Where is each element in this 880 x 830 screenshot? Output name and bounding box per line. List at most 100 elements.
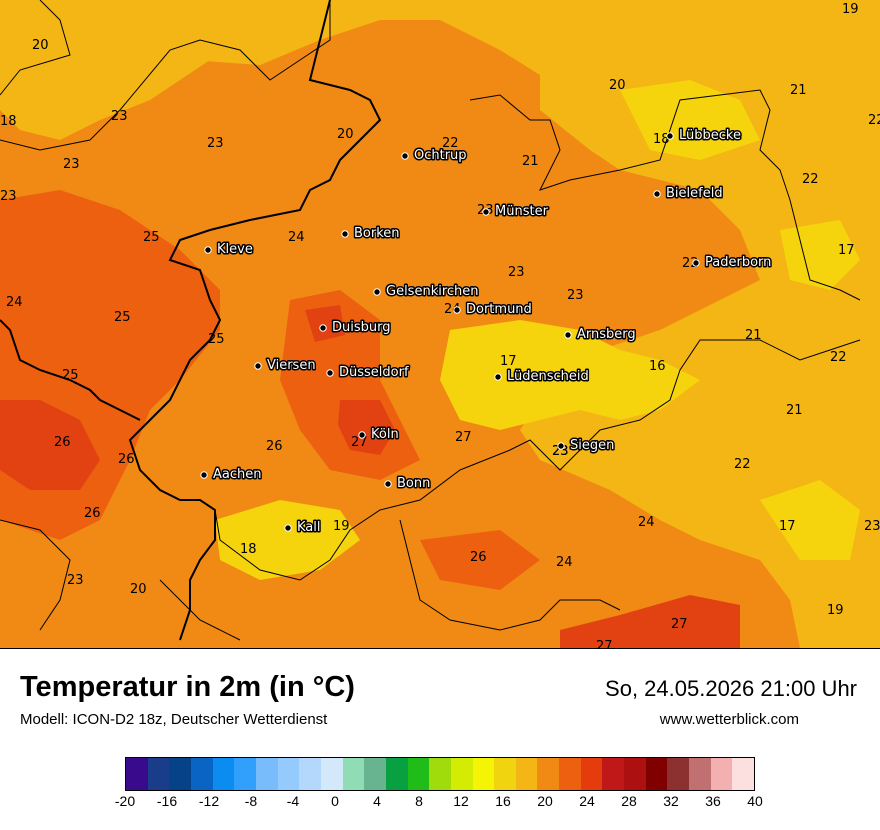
value-label: 22	[802, 172, 819, 187]
value-label: 18	[653, 132, 670, 147]
value-label: 22	[830, 350, 847, 365]
value-label: 25	[143, 230, 160, 245]
value-label: 19	[842, 2, 859, 17]
cities: Ochtrup Lübbecke Bielefeld Münster Borke…	[200, 127, 773, 537]
value-label: 24	[556, 555, 573, 570]
scale-swatch	[710, 758, 733, 790]
scale-tick-label: 12	[453, 793, 469, 809]
scale-swatch	[537, 758, 560, 790]
scale-swatch	[277, 758, 300, 790]
city-ochtrup: Ochtrup	[401, 147, 468, 165]
svg-text:Lüdenscheid: Lüdenscheid	[507, 369, 589, 384]
state-borders	[0, 0, 861, 641]
svg-text:Köln: Köln	[371, 427, 399, 442]
city-viersen: Viersen	[254, 357, 317, 375]
value-label: 23	[67, 573, 84, 588]
temp-area-16-ne	[620, 80, 760, 160]
value-label: 16	[649, 359, 666, 374]
value-label: 22	[868, 113, 880, 128]
temp-area-20-north	[0, 0, 270, 140]
city-duesseldorf: Düsseldorf	[326, 364, 410, 382]
forecast-datetime: So, 24.05.2026 21:00 Uhr	[605, 676, 857, 701]
svg-text:Düsseldorf: Düsseldorf	[339, 365, 409, 380]
city-siegen: Siegen	[557, 437, 616, 455]
color-scale-ticks: -20 -16 -12 -8 -4 0 4 8 12 16 20 24 28 32 36 40	[115, 793, 763, 813]
scale-swatch	[385, 758, 408, 790]
value-label: 24	[638, 515, 655, 530]
scale-tick-label: 4	[373, 793, 381, 809]
value-label: 24	[288, 230, 305, 245]
value-label: 27	[455, 430, 472, 445]
value-label: 23	[63, 157, 80, 172]
scale-tick-label: 40	[747, 793, 763, 809]
scale-swatch	[234, 758, 256, 790]
map-footer: Temperatur in 2m (in °C) Modell: ICON-D2…	[0, 649, 880, 830]
city-koeln: Köln	[358, 426, 400, 444]
country-border	[0, 0, 382, 641]
temp-area-16-center	[440, 320, 700, 430]
value-label: 25	[62, 368, 79, 383]
scale-swatch	[559, 758, 581, 790]
website-link[interactable]: www.wetterblick.com	[659, 711, 799, 728]
scale-swatch	[494, 758, 516, 790]
color-scale	[125, 757, 755, 791]
scale-swatch	[429, 758, 451, 790]
temperature-values: 19 20 20 21 22 18 23 20 23 22 18 23 21 2…	[0, 2, 880, 648]
value-label: 26	[118, 452, 135, 467]
temperature-map: 19 20 20 21 22 18 23 20 23 22 18 23 21 2…	[0, 0, 880, 649]
scale-swatch	[689, 758, 711, 790]
model-info: Modell: ICON-D2 18z, Deutscher Wetterdie…	[20, 711, 328, 728]
scale-swatch	[732, 758, 755, 790]
svg-text:Borken: Borken	[354, 226, 400, 241]
temp-area-16-sw	[215, 500, 360, 580]
city-duisburg: Duisburg	[319, 319, 392, 337]
value-label: 19	[333, 519, 350, 534]
value-label: 20	[130, 582, 147, 597]
city-muenster: Münster	[482, 203, 550, 221]
value-label: 26	[470, 550, 487, 565]
temp-area-22	[0, 20, 800, 648]
svg-text:Bielefeld: Bielefeld	[666, 186, 723, 201]
temp-area-26-koeln	[338, 400, 395, 455]
scale-tick-label: 36	[705, 793, 721, 809]
scale-tick-label: -8	[244, 793, 258, 809]
value-label: 20	[337, 127, 354, 142]
scale-swatch	[190, 758, 213, 790]
city-kall: Kall	[284, 519, 322, 537]
value-label: 23	[508, 265, 525, 280]
city-bonn: Bonn	[384, 475, 432, 493]
value-label: 22	[734, 457, 751, 472]
value-label: 25	[208, 332, 225, 347]
value-label: 23	[552, 444, 569, 459]
scale-swatch	[169, 758, 191, 790]
scale-tick-label: 8	[415, 793, 423, 809]
scale-swatch	[364, 758, 386, 790]
svg-text:Lübbecke: Lübbecke	[679, 128, 741, 143]
value-label: 26	[266, 439, 283, 454]
scale-tick-label: 0	[331, 793, 339, 809]
city-borken: Borken	[341, 225, 401, 243]
svg-text:Ochtrup: Ochtrup	[414, 148, 467, 163]
city-aachen: Aachen	[200, 466, 263, 484]
value-label: 26	[54, 435, 71, 450]
svg-text:Gelsenkirchen: Gelsenkirchen	[386, 284, 479, 299]
value-label: 24	[6, 295, 23, 310]
scale-tick-label: 16	[495, 793, 511, 809]
city-dortmund: Dortmund	[453, 301, 533, 319]
temp-area-26-west	[0, 400, 100, 490]
scale-swatch	[667, 758, 690, 790]
svg-text:Aachen: Aachen	[213, 467, 261, 482]
svg-text:Kleve: Kleve	[217, 242, 253, 257]
map-title: Temperatur in 2m (in °C)	[20, 671, 355, 703]
temp-area-16-se	[760, 480, 860, 560]
value-label: 27	[596, 639, 613, 648]
city-gelsenkirchen: Gelsenkirchen	[373, 283, 480, 301]
scale-tick-label: 28	[621, 793, 637, 809]
svg-text:Duisburg: Duisburg	[332, 320, 391, 335]
temp-area-16-east	[780, 220, 860, 290]
scale-swatch	[472, 758, 495, 790]
value-label: 21	[786, 403, 803, 418]
scale-swatch	[580, 758, 603, 790]
scale-tick-label: 24	[579, 793, 595, 809]
value-label: 17	[838, 243, 855, 258]
